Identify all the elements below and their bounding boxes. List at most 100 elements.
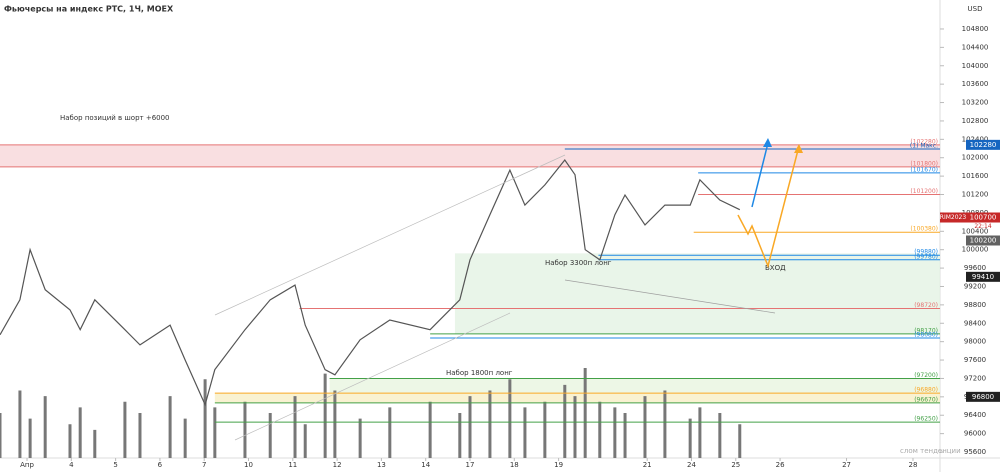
trend-line — [234, 312, 511, 441]
x-tick-label: 7 — [202, 461, 206, 469]
y-tick-label: 97600 — [964, 356, 986, 364]
volume-bar — [468, 396, 472, 458]
y-tick-label: 99200 — [964, 282, 986, 290]
zone — [454, 253, 940, 334]
volume-bar — [93, 429, 97, 458]
x-tick-label: 6 — [158, 461, 163, 469]
volume-bar — [598, 401, 602, 458]
countdown: 22:14 — [974, 223, 991, 230]
x-tick-label: 27 — [842, 461, 851, 469]
volume-bar — [0, 413, 2, 458]
volume-bar — [203, 379, 207, 458]
x-tick-label: 25 — [731, 461, 740, 469]
zone — [214, 393, 940, 403]
level-label: (99780) — [914, 253, 938, 260]
arrow-head — [794, 144, 803, 153]
x-tick-label: 13 — [377, 461, 386, 469]
price-badge-label: 96800 — [972, 393, 994, 401]
y-tick-label: 102400 — [962, 135, 989, 143]
price-badge — [966, 212, 1000, 223]
x-tick-label: 24 — [687, 461, 696, 469]
projection-arrow — [751, 142, 769, 208]
y-tick-label: 102000 — [962, 154, 989, 162]
y-tick-label: 102800 — [962, 117, 989, 125]
level-label: (1) Макс. — [910, 142, 938, 149]
y-tick-label: 100400 — [962, 227, 989, 235]
x-tick-label: 5 — [113, 461, 117, 469]
trend-line — [564, 279, 776, 314]
annotation: ВХОД — [765, 264, 786, 272]
y-tick-label: 103200 — [962, 99, 989, 107]
volume-bar — [293, 396, 297, 458]
annotation: Набор 3300п лонг — [545, 259, 612, 267]
y-tick-label: 96000 — [964, 430, 986, 438]
x-tick-label: 26 — [776, 461, 785, 469]
zone — [329, 378, 940, 394]
volume-bar — [543, 401, 547, 458]
level-label: (98170) — [914, 327, 938, 334]
y-tick-label: 104800 — [962, 25, 989, 33]
y-tick-label: 104400 — [962, 43, 989, 51]
volume-bar — [138, 413, 142, 458]
annotation: Набор 1800п лонг — [446, 369, 513, 377]
y-tick-label: 100000 — [962, 246, 989, 254]
price-badge-label: 99410 — [972, 273, 994, 281]
chart-title: Фьючерсы на индекс РТС, 1Ч, MOEX — [4, 5, 174, 14]
volume-bar — [303, 424, 307, 458]
price-badge — [966, 391, 1000, 402]
level-label: (99880) — [914, 249, 938, 256]
x-tick-label: 19 — [554, 461, 563, 469]
x-tick-label: Апр — [20, 461, 34, 469]
arrow-head — [763, 138, 772, 147]
volume-bar — [243, 401, 247, 458]
level-label: (101800) — [910, 160, 938, 167]
y-tick-label: 98800 — [964, 301, 986, 309]
level-label: (102280) — [910, 138, 938, 145]
volume-bar — [68, 424, 72, 458]
level-label: (98080) — [914, 331, 938, 338]
annotation: слом тенденции — [900, 447, 961, 455]
x-tick-label: 4 — [69, 461, 74, 469]
volume-bar — [358, 418, 362, 458]
level-label: (96880) — [914, 387, 938, 394]
volume-bar — [28, 418, 32, 458]
volume-bar — [428, 401, 432, 458]
projection-arrow — [737, 149, 799, 269]
volume-bar — [643, 396, 647, 458]
volume-bar — [213, 407, 217, 458]
y-tick-label: 97200 — [964, 374, 986, 382]
x-tick-label: 21 — [643, 461, 652, 469]
zone — [0, 144, 940, 167]
trend-line — [214, 154, 566, 316]
symbol-label: RIM2023 — [940, 214, 967, 221]
volume-bar — [613, 407, 617, 458]
y-tick-label: 104000 — [962, 62, 989, 70]
level-label: (98720) — [914, 302, 938, 309]
symbol-badge — [940, 212, 966, 223]
price-line — [0, 158, 741, 407]
x-tick-label: 18 — [510, 461, 519, 469]
volume-bar — [123, 401, 127, 458]
volume-bar — [168, 396, 172, 458]
y-tick-label: 98400 — [964, 319, 986, 327]
currency: USD — [968, 5, 983, 13]
volume-bar — [183, 418, 187, 458]
x-tick-label: 14 — [421, 461, 430, 469]
level-label: (96250) — [914, 416, 938, 423]
x-tick-label: 12 — [333, 461, 342, 469]
y-tick-label: 101200 — [962, 191, 989, 199]
volume-bar — [458, 413, 462, 458]
volume-bar — [78, 407, 82, 458]
price-badge-label: 102280 — [970, 141, 997, 149]
x-tick-label: 17 — [466, 461, 475, 469]
level-label: (101670) — [910, 166, 938, 173]
volume-bar — [698, 407, 702, 458]
annotation: Набор позиций в шорт +6000 — [60, 114, 170, 122]
volume-bar — [573, 396, 577, 458]
price-badge-label: 100200 — [970, 236, 997, 244]
level-label: (100380) — [910, 226, 938, 233]
price-badge-label: 100700 — [970, 214, 997, 222]
volume-bar — [323, 373, 327, 458]
